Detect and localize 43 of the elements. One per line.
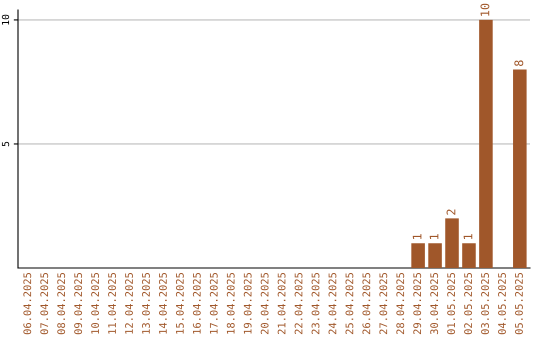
data-label: 1 (464, 234, 472, 239)
x-tick-label: 25.04.2025 (345, 273, 354, 334)
data-label: 2 (446, 210, 456, 215)
x-tick-label: 19.04.2025 (244, 273, 252, 334)
x-tick-label: 12.04.2025 (125, 273, 133, 334)
bar (462, 243, 476, 268)
x-tick-label: 10.04.2025 (91, 273, 100, 334)
bar (411, 243, 425, 268)
x-tick-label: 27.04.2025 (379, 273, 388, 334)
x-tick-label: 20.04.2025 (260, 273, 269, 334)
x-tick-label: 09.04.2025 (74, 273, 82, 334)
x-tick-label: 30.04.2025 (430, 273, 438, 334)
x-tick-label: 26.04.2025 (362, 273, 370, 334)
x-tick-label: 24.04.2025 (328, 273, 336, 334)
x-tick-label: 01.05.2025 (447, 273, 456, 334)
x-tick-label: 11.04.2025 (108, 273, 116, 334)
x-tick-label: 15.04.2025 (176, 273, 184, 334)
x-tick-label: 13.04.2025 (142, 273, 150, 334)
x-tick-label: 14.04.2025 (158, 273, 167, 334)
y-tick-label: 5 (2, 142, 10, 146)
x-tick-label: 17.04.2025 (210, 273, 218, 334)
bar (445, 218, 459, 268)
x-tick-label: 21.04.2025 (278, 273, 286, 334)
x-tick-label: 23.04.2025 (312, 273, 320, 334)
bar (513, 70, 527, 268)
x-tick-label: 06.04.2025 (23, 273, 32, 334)
x-tick-label: 05.05.2025 (515, 273, 523, 334)
data-label: 8 (514, 60, 524, 66)
bar (479, 20, 493, 268)
data-label: 10 (480, 4, 490, 16)
data-label: 1 (430, 234, 438, 239)
x-tick-label: 29.04.2025 (413, 273, 422, 334)
x-tick-label: 18.04.2025 (226, 273, 235, 334)
x-tick-label: 02.05.2025 (464, 273, 472, 334)
x-tick-label: 08.04.2025 (57, 273, 66, 334)
data-label: 1 (412, 234, 422, 239)
x-tick-label: 22.04.2025 (294, 273, 302, 334)
x-tick-label: 03.05.2025 (481, 273, 489, 334)
x-tick-label: 16.04.2025 (192, 273, 201, 334)
x-tick-label: 04.05.2025 (498, 273, 506, 334)
x-tick-label: 07.04.2025 (40, 273, 48, 334)
bar (428, 243, 442, 268)
x-tick-label: 28.04.2025 (396, 273, 404, 334)
